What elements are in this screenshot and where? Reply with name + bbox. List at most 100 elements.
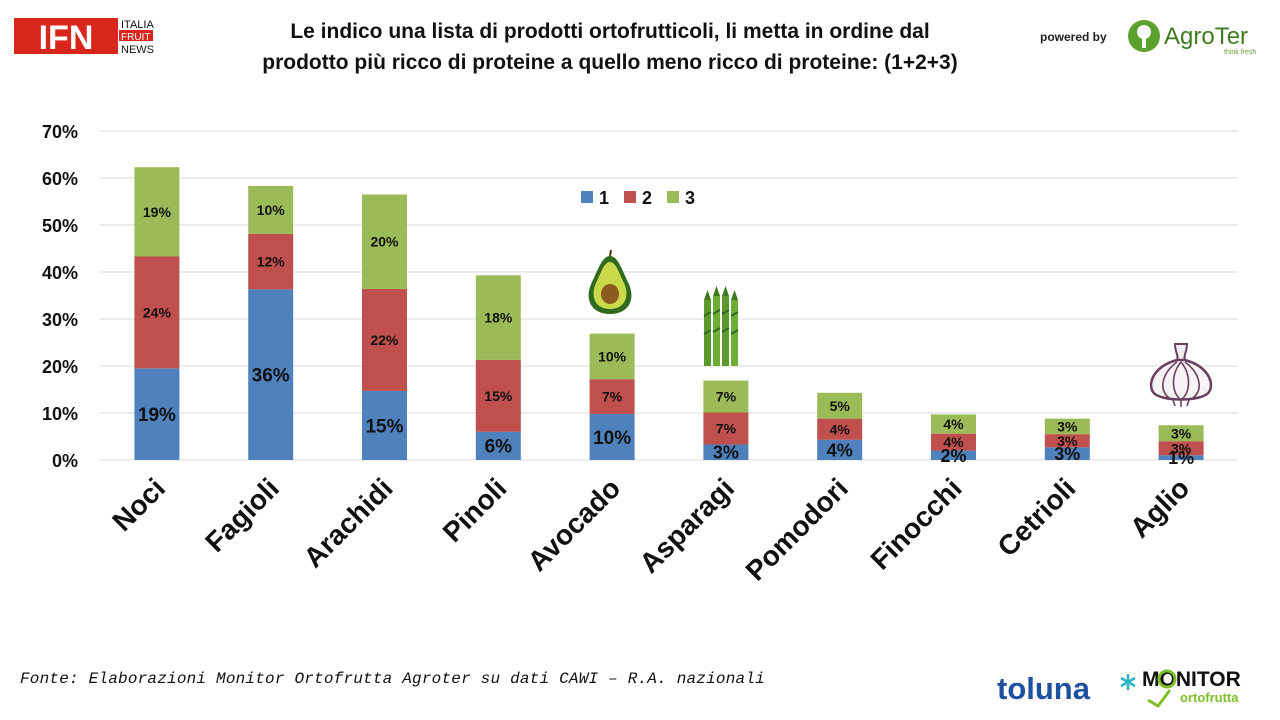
data-label: 2% bbox=[940, 446, 966, 466]
x-tick-label: Pomodori bbox=[740, 472, 854, 586]
y-tick-label: 30% bbox=[42, 310, 78, 330]
x-tick-label: Pinoli bbox=[437, 472, 513, 548]
data-label: 20% bbox=[370, 234, 399, 250]
data-label: 10% bbox=[257, 202, 286, 218]
data-label: 3% bbox=[1171, 440, 1192, 456]
svg-text:think fresh: think fresh bbox=[1224, 49, 1256, 56]
asterisk-icon bbox=[1120, 674, 1136, 690]
svg-text:AgroTer: AgroTer bbox=[1164, 23, 1248, 50]
bar-segment bbox=[931, 450, 976, 460]
toluna-logo: toluna bbox=[997, 671, 1136, 706]
bar-segment bbox=[703, 380, 749, 413]
y-tick-label: 0% bbox=[52, 451, 78, 471]
svg-text:toluna: toluna bbox=[997, 671, 1091, 706]
svg-text:IFN: IFN bbox=[39, 19, 94, 57]
bar-segment bbox=[362, 390, 407, 460]
bar-segment bbox=[1044, 447, 1090, 460]
bar-segment bbox=[1158, 425, 1204, 442]
y-tick-label: 20% bbox=[42, 357, 78, 377]
data-label: 22% bbox=[370, 332, 399, 348]
data-label: 6% bbox=[485, 437, 513, 458]
title-line-2: prodotto più ricco di proteine a quello … bbox=[262, 51, 958, 74]
garlic-icon bbox=[1149, 343, 1213, 407]
chart-title: Le indico una lista di prodotti ortofrut… bbox=[200, 16, 1020, 78]
bar-segment bbox=[134, 368, 180, 460]
bar-segment bbox=[703, 412, 749, 445]
legend-label: 2 bbox=[642, 188, 652, 208]
bar-segment bbox=[362, 288, 407, 391]
bar-segment bbox=[817, 418, 863, 440]
data-label: 12% bbox=[257, 254, 286, 270]
data-label: 3% bbox=[1171, 425, 1192, 441]
x-tick-label: Noci bbox=[106, 472, 171, 537]
bars bbox=[134, 167, 1204, 460]
data-label: 4% bbox=[943, 434, 964, 450]
data-label: 1% bbox=[1168, 448, 1194, 468]
data-label: 4% bbox=[827, 440, 853, 460]
data-label: 3% bbox=[1054, 444, 1080, 464]
x-tick-label: Arachidi bbox=[298, 472, 399, 573]
data-label: 4% bbox=[830, 421, 851, 437]
bar-segment bbox=[362, 194, 407, 289]
data-label: 7% bbox=[716, 421, 737, 437]
data-label: 4% bbox=[943, 416, 964, 432]
data-label: 18% bbox=[484, 310, 513, 326]
y-tick-label: 40% bbox=[42, 263, 78, 283]
data-label: 19% bbox=[143, 204, 172, 220]
data-label: 15% bbox=[484, 388, 513, 404]
bar-segment bbox=[817, 392, 863, 419]
data-label: 3% bbox=[713, 443, 739, 463]
legend-label: 1 bbox=[599, 188, 609, 208]
bar-segment bbox=[589, 379, 635, 414]
bar-segment bbox=[475, 275, 521, 360]
svg-text:MONITOR: MONITOR bbox=[1142, 668, 1241, 691]
agroter-logo: AgroTer think fresh bbox=[1128, 20, 1256, 56]
source-note: Fonte: Elaborazioni Monitor Ortofrutta A… bbox=[20, 670, 765, 688]
bar-segment bbox=[1158, 441, 1204, 456]
bar-segment bbox=[134, 167, 180, 257]
legend-label: 3 bbox=[685, 188, 695, 208]
bar-segment bbox=[703, 444, 749, 460]
data-label: 19% bbox=[138, 405, 176, 426]
bar-segment bbox=[1158, 455, 1204, 460]
data-label: 36% bbox=[252, 366, 290, 387]
powered-by-label: powered by bbox=[1040, 30, 1107, 44]
x-tick-label: Aglio bbox=[1124, 472, 1195, 543]
x-axis-labels: Noci Fagioli Arachidi Pinoli Avocado Asparagi… bbox=[106, 472, 1195, 586]
bar-segment bbox=[817, 439, 863, 460]
bar-segment bbox=[248, 233, 294, 290]
data-label: 3% bbox=[1057, 418, 1078, 434]
data-label: 10% bbox=[593, 428, 631, 449]
legend: 1 2 3 bbox=[581, 188, 695, 208]
data-label: 3% bbox=[1057, 433, 1078, 449]
data-label: 7% bbox=[602, 389, 623, 405]
data-label: 24% bbox=[143, 304, 172, 320]
y-tick-label: 50% bbox=[42, 216, 78, 236]
svg-text:ITALIA: ITALIA bbox=[121, 19, 154, 31]
bar-segment bbox=[589, 333, 635, 380]
asparagus-icon bbox=[703, 286, 739, 366]
segment-labels: 19% 24% 19% 36% 12% 10% 15% 22% 20% 6% 15% 18% 10% 7%… bbox=[138, 202, 1194, 468]
bar-segment bbox=[475, 431, 521, 460]
legend-swatch bbox=[581, 191, 593, 203]
bar-segment bbox=[1044, 418, 1090, 435]
bar-segment bbox=[134, 256, 180, 369]
data-label: 15% bbox=[365, 416, 403, 437]
y-tick-label: 70% bbox=[42, 122, 78, 142]
y-axis-ticks: 0% 10% 20% 30% 40% 50% 60% 70% bbox=[42, 122, 78, 471]
data-label: 10% bbox=[598, 348, 627, 364]
svg-text:NEWS: NEWS bbox=[121, 44, 154, 56]
ifn-logo: IFN ITALIA FRUIT NEWS bbox=[14, 18, 154, 57]
bar-segment bbox=[589, 413, 635, 460]
svg-text:ortofrutta: ortofrutta bbox=[1180, 690, 1239, 705]
x-tick-label: Fagioli bbox=[199, 472, 285, 558]
legend-swatch bbox=[624, 191, 636, 203]
bar-segment bbox=[248, 289, 294, 460]
bar-segment bbox=[931, 414, 976, 434]
bar-segment bbox=[475, 359, 521, 432]
monitor-ortofrutta-logo: MONITOR ortofrutta bbox=[1142, 668, 1241, 708]
bar-segment bbox=[931, 433, 976, 451]
x-tick-label: Asparagi bbox=[633, 472, 740, 579]
x-tick-label: Cetrioli bbox=[991, 472, 1081, 562]
